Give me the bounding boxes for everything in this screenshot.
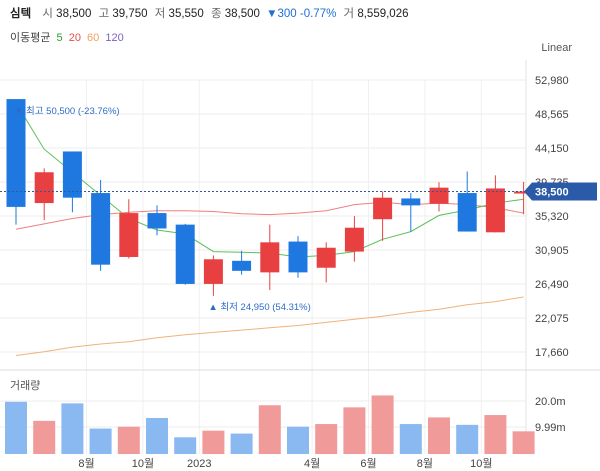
volume-bar [33,420,56,454]
x-tick-label: 2023 [187,458,211,470]
candle-body [344,227,364,252]
candle-body [260,242,280,273]
low-value: 35,550 [168,8,204,20]
volume-title: 거래량 [10,379,40,392]
ma-legend-20[interactable]: 20 [68,32,81,44]
x-tick-label: 6월 [360,457,376,470]
candle-body [62,151,82,198]
x-tick-label: 10월 [470,457,492,470]
scale-toggle[interactable]: Linear [541,42,572,54]
volume-value: 8,559,026 [357,8,409,20]
candle-body [119,213,139,257]
y-tick-label: 26,490 [535,279,569,291]
volume-bar [399,424,422,454]
close-label: 종 [210,8,222,20]
ma-legend-60[interactable]: 60 [87,32,100,44]
close-value: 38,500 [224,8,260,20]
volume-bar [202,430,225,454]
candle-body [514,191,534,194]
y-tick-label: 35,320 [535,211,569,223]
y-tick-label: 44,150 [535,143,569,155]
candle-body [316,247,336,268]
change-value: ▼300 -0.77% [266,8,337,20]
volume-bar [89,428,112,454]
candle-body [91,193,111,265]
moving-average-legend[interactable]: 이동평균 5 20 60 120 [10,29,127,45]
volume-bar [371,395,394,454]
candle-body [401,198,421,206]
ma60-line [15,296,524,356]
x-tick-label: 10월 [132,457,154,470]
volume-bar [456,424,479,454]
y-tick-label: 48,565 [535,109,569,121]
x-tick-label: 8월 [78,457,94,470]
volume-bar [258,405,281,454]
low-label: 저 [154,8,166,20]
y-tick-label: 30,905 [535,245,569,257]
candle-body [288,241,308,273]
candle-body [485,188,505,233]
volume-bar [343,407,366,454]
volume-bar [484,415,507,454]
y-tick-label: 22,075 [535,313,569,325]
volume-bar [512,431,535,454]
volume-bar [287,426,309,454]
candle-body [373,197,393,220]
current-price-label: 38,500 [535,187,569,199]
stock-name: 심텍 [10,8,32,20]
volume-tick-label: 20.0m [535,396,566,408]
candle-body [175,224,195,284]
candle-body [203,259,223,284]
volume-bar [117,426,140,454]
min-price-annotation: ▲ 최저 24,950 (54.31%) [208,302,310,313]
candle-body [457,193,477,232]
volume-label: 거 [343,8,355,20]
volume-bar [61,403,84,454]
y-tick-label: 17,660 [535,347,569,359]
high-label: 고 [98,8,110,20]
max-price-annotation: ▼ 최고 50,500 (-23.76%) [14,106,120,117]
y-tick-label: 52,980 [535,75,569,87]
volume-bar [146,417,168,454]
volume-bar [5,401,27,454]
ma-legend-label: 이동평균 [10,32,51,44]
ma-legend-5[interactable]: 5 [56,32,63,44]
open-value: 38,500 [56,8,92,20]
x-tick-label: 8월 [417,457,433,470]
volume-bar [428,417,450,454]
ma-legend-120[interactable]: 120 [105,32,124,44]
candle-body [429,187,449,204]
volume-bar [230,433,253,454]
high-value: 39,750 [112,8,148,20]
x-tick-label: 4월 [304,457,320,470]
open-label: 시 [42,8,53,20]
current-price-badge [524,182,597,201]
volume-bar [174,437,197,454]
quote-header: 심텍 시 38,500 고 39,750 저 35,550 종 38,500 ▼… [10,5,409,21]
candle-body [232,260,252,271]
candle-body [6,99,26,207]
volume-bar [315,424,338,454]
volume-tick-label: 9.99m [535,422,566,434]
candle-body [147,213,167,229]
candle-body [34,172,54,204]
